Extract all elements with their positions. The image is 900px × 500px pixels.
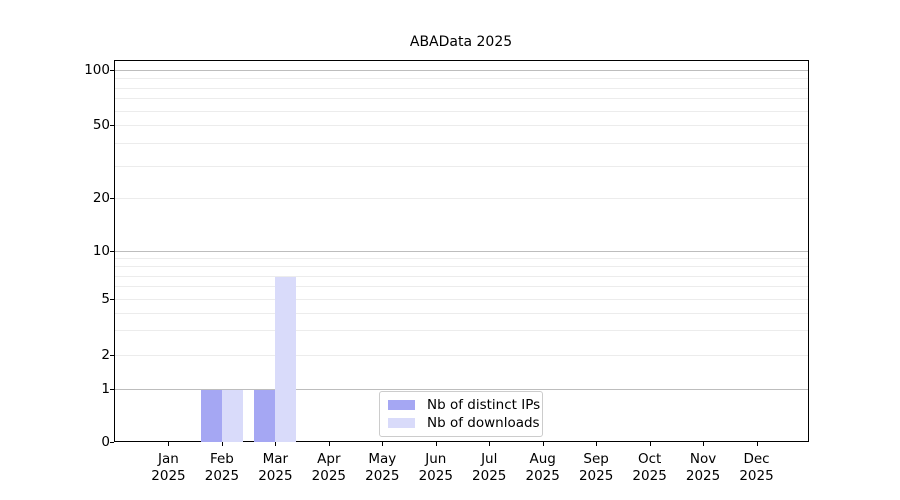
x-tick	[168, 442, 170, 446]
legend-row-downloads: Nb of downloads	[386, 415, 540, 431]
x-tick	[275, 442, 277, 446]
x-tick-label: Nov 2025	[685, 451, 721, 484]
gridline-minor	[115, 266, 808, 268]
x-tick	[703, 442, 705, 446]
x-tick	[489, 442, 491, 446]
gridline-minor	[115, 198, 808, 199]
x-tick-label: May 2025	[365, 451, 400, 484]
x-tick	[221, 442, 223, 446]
y-tick	[110, 70, 114, 71]
y-tick	[110, 251, 114, 252]
x-tick	[756, 442, 758, 446]
gridline-major	[115, 389, 808, 390]
y-tick	[110, 355, 114, 356]
legend-row-distinct-ips: Nb of distinct IPs	[386, 397, 540, 413]
y-tick-label: 20	[92, 190, 110, 206]
y-tick	[110, 125, 114, 126]
gridline-minor	[115, 258, 808, 260]
legend-swatch-distinct-ips	[388, 399, 415, 410]
gridline-minor	[115, 142, 808, 144]
gridline-minor	[115, 165, 808, 167]
x-tick	[649, 442, 651, 446]
gridline-minor	[115, 312, 808, 314]
bar-distinct-ips	[200, 390, 222, 442]
gridline-minor	[115, 275, 808, 277]
x-tick-label: Aug 2025	[525, 451, 560, 484]
gridline-major	[115, 70, 808, 71]
x-tick-label: Mar 2025	[258, 451, 293, 484]
x-tick-label: Apr 2025	[311, 451, 347, 484]
x-tick-label: Jul 2025	[472, 451, 507, 484]
gridline-minor	[115, 286, 808, 288]
y-tick-label: 0	[101, 434, 110, 450]
y-tick-label: 1	[101, 381, 110, 397]
x-tick-label: Jan 2025	[151, 451, 186, 484]
y-tick	[110, 442, 114, 443]
bar-downloads	[275, 276, 297, 442]
y-tick-label: 100	[84, 62, 110, 78]
legend-label-distinct-ips: Nb of distinct IPs	[427, 396, 541, 413]
gridline-minor	[115, 98, 808, 100]
x-tick	[542, 442, 544, 446]
y-tick	[110, 299, 114, 300]
gridline-minor	[115, 125, 808, 126]
bar-distinct-ips	[254, 390, 276, 442]
legend-swatch-downloads	[388, 418, 415, 429]
y-tick	[110, 198, 114, 199]
plot-area: Jan 2025 Feb 2025 Mar 2025 Apr 2025 May 2025…	[84, 60, 809, 484]
gridline-minor	[115, 299, 808, 300]
gridline-minor	[115, 87, 808, 89]
gridline-minor	[115, 78, 808, 80]
x-tick-label: Oct 2025	[632, 451, 667, 484]
chart-title: ABAData 2025	[409, 34, 513, 50]
x-tick-label: Feb 2025	[204, 451, 240, 484]
gridline-major	[115, 251, 808, 252]
x-tick-label: Jun 2025	[418, 451, 453, 484]
y-tick-label: 50	[92, 117, 110, 133]
bar-downloads	[221, 390, 243, 442]
x-tick	[596, 442, 598, 446]
x-tick	[382, 442, 384, 446]
y-tick	[110, 389, 114, 390]
gridline-minor	[115, 110, 808, 112]
gridline-minor	[115, 330, 808, 332]
x-tick-label: Sep 2025	[578, 451, 614, 484]
y-tick-label: 10	[92, 243, 110, 259]
x-tick-label: Dec 2025	[739, 451, 774, 484]
legend: Nb of distinct IPs Nb of downloads	[379, 391, 543, 437]
x-tick	[435, 442, 437, 446]
y-tick-label: 5	[101, 291, 110, 307]
gridline-minor	[115, 355, 808, 356]
y-tick-label: 2	[101, 347, 110, 363]
x-tick	[328, 442, 330, 446]
legend-label-downloads: Nb of downloads	[427, 415, 540, 432]
